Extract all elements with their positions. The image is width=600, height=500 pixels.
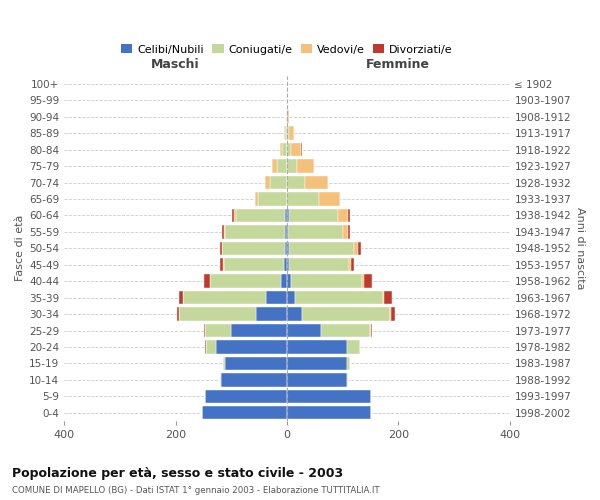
Bar — [184, 291, 266, 304]
Bar — [289, 126, 293, 140]
Bar — [289, 208, 338, 222]
Bar — [223, 356, 224, 370]
Bar — [287, 356, 347, 370]
Bar — [287, 160, 297, 173]
Bar — [354, 242, 358, 255]
Bar — [287, 143, 292, 156]
Bar — [348, 225, 350, 238]
Bar — [383, 291, 384, 304]
Bar — [270, 176, 287, 190]
Bar — [287, 126, 289, 140]
Bar — [284, 126, 285, 140]
Bar — [281, 274, 287, 288]
Bar — [221, 373, 287, 386]
Bar — [287, 258, 289, 272]
Bar — [322, 324, 370, 338]
Bar — [391, 308, 395, 321]
Bar — [384, 291, 392, 304]
Text: Popolazione per età, sesso e stato civile - 2003: Popolazione per età, sesso e stato civil… — [12, 468, 343, 480]
Y-axis label: Fasce di età: Fasce di età — [15, 215, 25, 282]
Bar — [289, 242, 354, 255]
Bar — [272, 160, 277, 173]
Bar — [288, 225, 343, 238]
Bar — [255, 192, 258, 205]
Bar — [236, 208, 284, 222]
Bar — [224, 225, 225, 238]
Bar — [319, 192, 340, 205]
Bar — [220, 242, 222, 255]
Y-axis label: Anni di nascita: Anni di nascita — [575, 207, 585, 290]
Bar — [287, 406, 371, 419]
Bar — [352, 258, 353, 272]
Bar — [224, 356, 287, 370]
Bar — [347, 373, 348, 386]
Bar — [177, 308, 179, 321]
Bar — [287, 176, 305, 190]
Bar — [349, 258, 352, 272]
Bar — [206, 340, 215, 353]
Bar — [285, 126, 287, 140]
Bar — [287, 340, 347, 353]
Legend: Celibi/Nubili, Coniugati/e, Vedovi/e, Divorziati/e: Celibi/Nubili, Coniugati/e, Vedovi/e, Di… — [117, 40, 457, 59]
Bar — [225, 225, 285, 238]
Bar — [285, 225, 287, 238]
Text: Maschi: Maschi — [151, 58, 200, 70]
Bar — [234, 208, 236, 222]
Bar — [204, 274, 209, 288]
Bar — [287, 208, 289, 222]
Bar — [292, 143, 301, 156]
Bar — [220, 258, 223, 272]
Bar — [287, 324, 322, 338]
Bar — [287, 390, 371, 403]
Bar — [291, 274, 362, 288]
Bar — [179, 291, 184, 304]
Bar — [179, 308, 256, 321]
Text: Femmine: Femmine — [366, 58, 430, 70]
Bar — [287, 274, 291, 288]
Bar — [287, 308, 302, 321]
Bar — [362, 274, 364, 288]
Bar — [284, 258, 287, 272]
Bar — [295, 291, 383, 304]
Bar — [280, 143, 283, 156]
Bar — [277, 160, 287, 173]
Bar — [297, 160, 314, 173]
Bar — [338, 208, 347, 222]
Bar — [258, 192, 287, 205]
Bar — [202, 406, 287, 419]
Bar — [232, 208, 234, 222]
Bar — [347, 340, 360, 353]
Bar — [284, 208, 287, 222]
Bar — [205, 324, 231, 338]
Bar — [371, 324, 372, 338]
Bar — [220, 373, 221, 386]
Bar — [231, 324, 287, 338]
Bar — [215, 340, 287, 353]
Bar — [222, 225, 224, 238]
Bar — [287, 291, 295, 304]
Bar — [287, 110, 289, 124]
Bar — [205, 390, 287, 403]
Bar — [364, 274, 372, 288]
Bar — [305, 176, 328, 190]
Bar — [287, 192, 319, 205]
Bar — [287, 225, 288, 238]
Bar — [266, 291, 287, 304]
Bar — [283, 143, 287, 156]
Bar — [256, 308, 287, 321]
Bar — [358, 242, 361, 255]
Bar — [347, 208, 350, 222]
Bar — [265, 176, 270, 190]
Bar — [289, 258, 349, 272]
Bar — [224, 258, 284, 272]
Bar — [302, 308, 391, 321]
Bar — [284, 242, 287, 255]
Bar — [287, 373, 347, 386]
Bar — [223, 242, 284, 255]
Text: COMUNE DI MAPELLO (BG) - Dati ISTAT 1° gennaio 2003 - Elaborazione TUTTITALIA.IT: COMUNE DI MAPELLO (BG) - Dati ISTAT 1° g… — [12, 486, 380, 495]
Bar — [347, 356, 350, 370]
Bar — [287, 242, 289, 255]
Bar — [343, 225, 348, 238]
Bar — [210, 274, 281, 288]
